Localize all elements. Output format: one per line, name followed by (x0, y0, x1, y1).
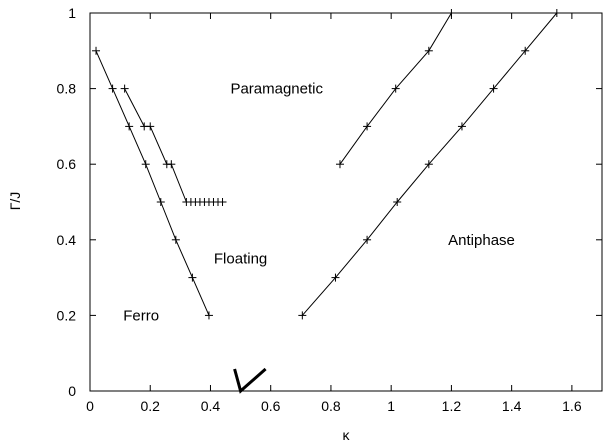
y-axis-label: Γ/J (7, 192, 23, 211)
data-point (141, 160, 150, 169)
y-tick-label: 0.2 (57, 307, 77, 323)
data-point (335, 160, 344, 169)
data-point (363, 122, 372, 131)
x-tick-label: 0.6 (261, 398, 281, 414)
data-point (125, 122, 134, 131)
data-point (204, 311, 213, 320)
data-point (298, 311, 307, 320)
data-point (424, 160, 433, 169)
region-label: Ferro (123, 307, 159, 324)
x-tick-label: 0 (86, 398, 94, 414)
data-point (92, 46, 101, 55)
series-group (92, 9, 561, 320)
data-point (363, 235, 372, 244)
region-label: Paramagnetic (230, 81, 323, 98)
data-point (489, 84, 498, 93)
data-point (167, 160, 176, 169)
data-point (120, 84, 129, 93)
y-tick-label: 0.8 (57, 81, 77, 97)
x-tick-label: 0.4 (201, 398, 221, 414)
y-tick-label: 0.6 (57, 156, 77, 172)
x-tick-label: 1 (387, 398, 395, 414)
region-label: Floating (214, 251, 267, 268)
data-point (552, 9, 561, 17)
data-point (156, 198, 165, 206)
x-tick-label: 0.2 (141, 398, 161, 414)
y-tick-label: 1 (68, 5, 76, 21)
data-point (146, 122, 155, 131)
x-tick-label: 0.8 (321, 398, 341, 414)
phase-boundary-line-2 (124, 88, 223, 203)
data-point (457, 122, 466, 131)
data-point (393, 198, 402, 206)
data-point (108, 84, 117, 93)
data-point (171, 235, 180, 244)
data-point (188, 273, 197, 282)
data-point (447, 9, 456, 17)
x-axis-label: κ (343, 427, 351, 442)
data-point (424, 46, 433, 55)
data-point (331, 273, 340, 282)
y-tick-label: 0 (68, 383, 76, 399)
critical-point-marker-group (233, 367, 267, 394)
x-tick-label: 1.4 (502, 398, 522, 414)
data-point (521, 46, 530, 55)
y-tick-label: 0.4 (57, 232, 77, 248)
region-label: Antiphase (448, 232, 515, 249)
axis-ticks: 0 0.2 0.4 0.6 0.8 1 1.2 1.4 1.6 0 0.2 0.4 0.6 0.8 1 (57, 5, 602, 414)
x-tick-label: 1.2 (442, 398, 462, 414)
region-labels: Paramagnetic Floating Antiphase Ferro (123, 81, 515, 325)
phase-boundary-line-1 (95, 50, 210, 316)
data-point (218, 198, 227, 206)
data-point (391, 84, 400, 93)
plot-frame (89, 12, 603, 392)
critical-point-marker (233, 367, 267, 394)
x-tick-label: 1.6 (562, 398, 582, 414)
